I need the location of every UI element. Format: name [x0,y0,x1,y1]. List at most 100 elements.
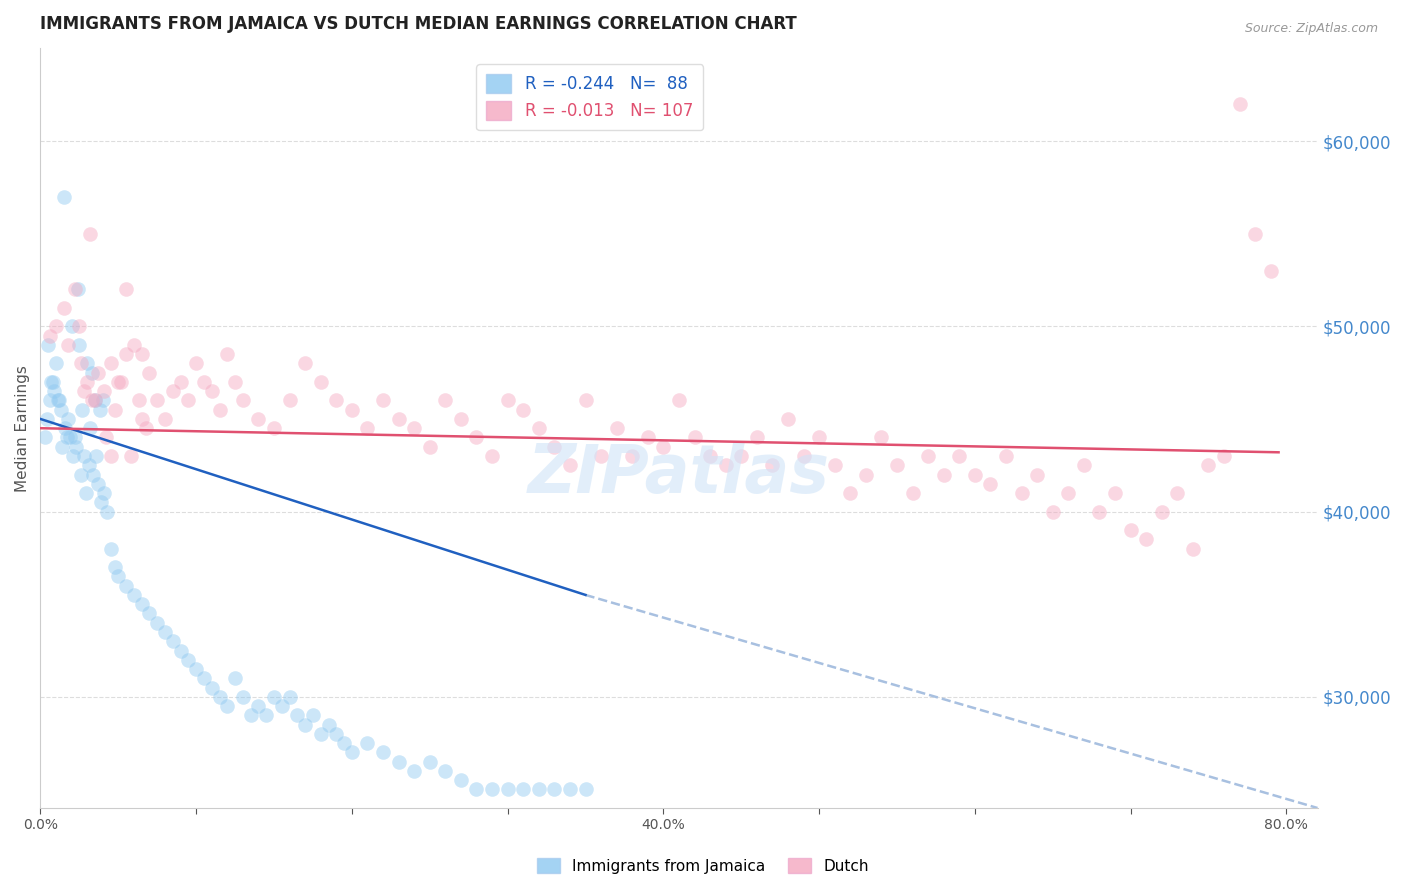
Point [87,366,110,380]
Point [186,662,208,676]
Point [1150,505,1173,519]
Point [76,356,98,370]
Point [294,717,316,731]
Point [558,782,581,797]
Point [153,625,176,640]
Point [37,338,59,352]
Point [419,755,441,769]
Point [496,393,519,408]
Point [53,421,76,435]
Point [263,421,285,435]
Point [434,393,457,408]
Text: ZIPatlas: ZIPatlas [529,441,830,507]
Point [60,319,83,334]
Point [512,402,534,417]
Point [434,764,457,778]
Point [94,430,117,444]
Text: Source: ZipAtlas.com: Source: ZipAtlas.com [1244,22,1378,36]
Point [80,393,103,408]
Point [39,375,62,389]
Point [287,708,309,723]
Text: IMMIGRANTS FROM JAMAICA VS DUTCH MEDIAN EARNINGS CORRELATION CHART: IMMIGRANTS FROM JAMAICA VS DUTCH MEDIAN … [41,15,797,33]
Point [1104,486,1126,500]
Point [91,393,114,408]
Point [294,356,316,370]
Point [325,727,347,741]
Point [558,458,581,473]
Point [93,486,115,500]
Point [79,227,101,241]
Point [67,319,90,334]
Point [115,347,138,361]
Point [318,717,340,731]
Point [309,727,332,741]
Point [52,189,75,203]
Point [177,653,200,667]
Point [73,384,96,399]
Point [84,393,107,408]
Point [100,541,122,556]
Point [855,467,877,482]
Point [652,440,675,454]
Point [340,402,363,417]
Point [46,393,69,408]
Point [66,282,89,296]
Point [1088,505,1111,519]
Point [870,430,893,444]
Point [761,458,783,473]
Point [90,495,112,509]
Point [58,338,80,352]
Point [107,569,129,583]
Point [1198,458,1220,473]
Point [543,782,565,797]
Point [278,393,301,408]
Point [100,356,122,370]
Point [333,736,356,750]
Point [38,393,60,408]
Point [100,449,122,463]
Point [325,393,347,408]
Point [224,375,246,389]
Point [356,421,378,435]
Point [371,393,394,408]
Point [120,449,142,463]
Point [67,338,90,352]
Point [247,699,270,714]
Point [404,764,426,778]
Point [51,440,73,454]
Point [730,449,752,463]
Point [65,440,87,454]
Point [77,458,100,473]
Legend: R = -0.244   N=  88, R = -0.013   N= 107: R = -0.244 N= 88, R = -0.013 N= 107 [477,64,703,130]
Point [699,449,721,463]
Point [89,402,111,417]
Point [302,708,325,723]
Point [465,782,488,797]
Point [512,782,534,797]
Point [606,421,628,435]
Point [979,476,1001,491]
Point [42,375,65,389]
Point [1119,523,1142,537]
Point [73,449,96,463]
Point [1073,458,1095,473]
Point [93,384,115,399]
Point [86,449,108,463]
Point [107,375,129,389]
Point [637,430,659,444]
Point [808,430,831,444]
Point [239,708,262,723]
Point [128,393,150,408]
Point [839,486,862,500]
Point [450,412,472,426]
Point [793,449,815,463]
Point [146,393,169,408]
Point [122,338,145,352]
Point [70,356,93,370]
Point [481,782,503,797]
Point [115,282,138,296]
Point [340,746,363,760]
Point [388,755,411,769]
Point [63,282,86,296]
Point [1135,533,1157,547]
